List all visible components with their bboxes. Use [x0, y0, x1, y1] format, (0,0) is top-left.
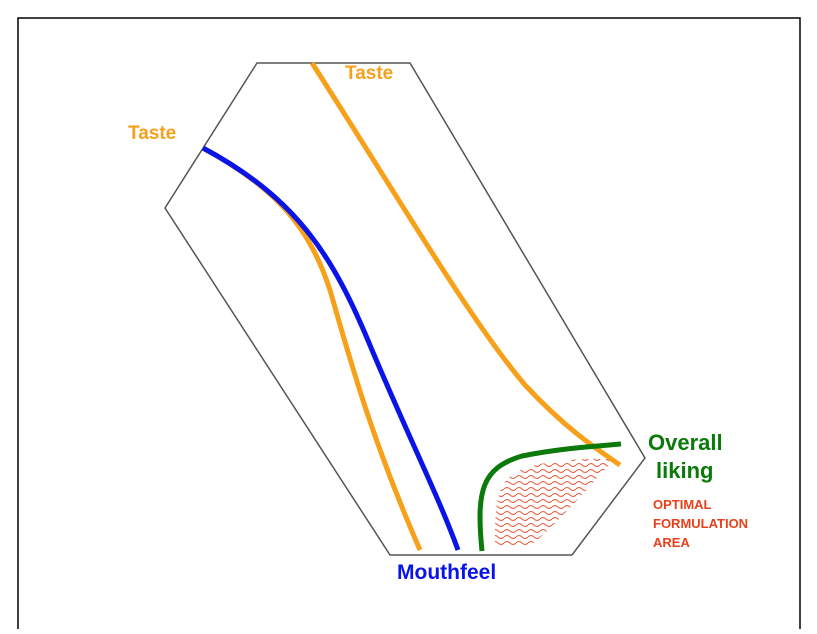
- frame: [17, 17, 801, 634]
- label: Taste: [345, 63, 393, 84]
- label: liking: [656, 458, 713, 483]
- taste-curve-right: [309, 61, 622, 468]
- hexagon: [164, 62, 646, 556]
- label: FORMULATION: [653, 516, 748, 531]
- mouthfeel-curve: [201, 145, 461, 551]
- label: Taste: [128, 123, 176, 144]
- label: OPTIMAL: [653, 497, 712, 512]
- label: Mouthfeel: [397, 561, 496, 584]
- label: AREA: [653, 535, 690, 550]
- label: Overall: [648, 430, 723, 455]
- optimal-region: [494, 458, 614, 546]
- overall-liking-curve: [477, 441, 622, 552]
